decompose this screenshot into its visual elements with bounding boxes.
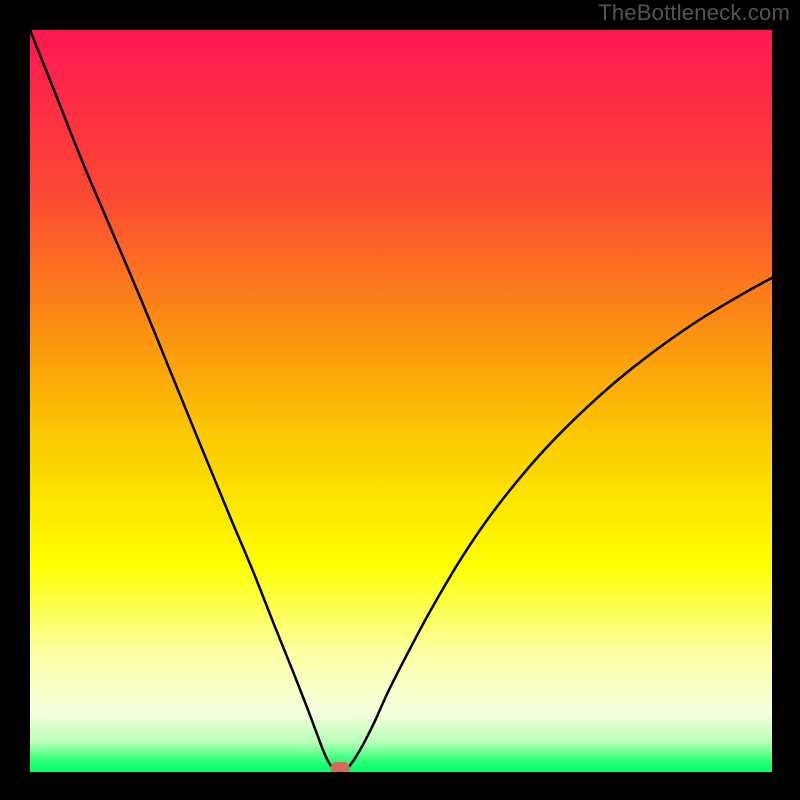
plot-area bbox=[30, 30, 772, 772]
chart-frame: TheBottleneck.com bbox=[0, 0, 800, 800]
watermark-text: TheBottleneck.com bbox=[598, 0, 790, 26]
gradient-background bbox=[30, 30, 772, 772]
bottleneck-curve-chart bbox=[30, 30, 772, 772]
optimum-marker bbox=[331, 762, 350, 772]
